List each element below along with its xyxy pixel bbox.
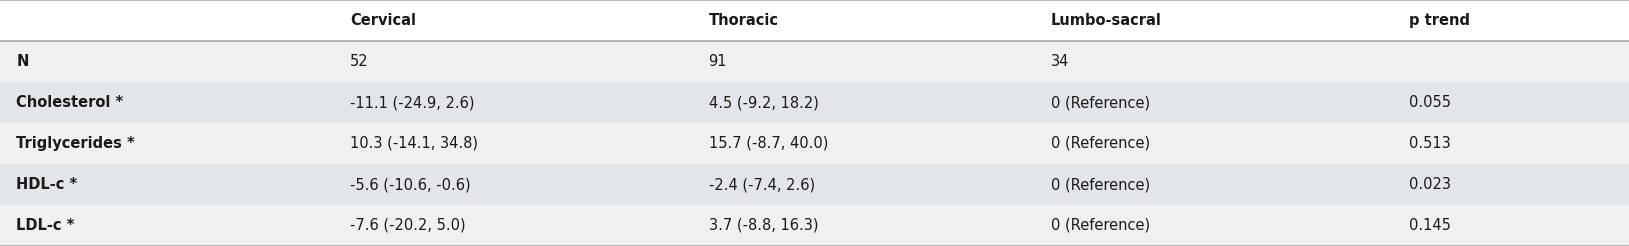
Text: Triglycerides *: Triglycerides *	[16, 136, 135, 151]
Bar	[0, 82, 1629, 123]
Bar	[0, 164, 1629, 205]
Text: 4.5 (-9.2, 18.2): 4.5 (-9.2, 18.2)	[709, 95, 818, 110]
Text: 0.145: 0.145	[1409, 218, 1451, 233]
Text: 0.055: 0.055	[1409, 95, 1451, 110]
Text: Cervical: Cervical	[350, 13, 417, 28]
Text: 15.7 (-8.7, 40.0): 15.7 (-8.7, 40.0)	[709, 136, 828, 151]
Text: Lumbo-sacral: Lumbo-sacral	[1051, 13, 1161, 28]
Text: Thoracic: Thoracic	[709, 13, 779, 28]
Bar	[0, 205, 1629, 246]
Text: -7.6 (-20.2, 5.0): -7.6 (-20.2, 5.0)	[350, 218, 466, 233]
Text: 91: 91	[709, 54, 727, 69]
Bar	[0, 123, 1629, 164]
Text: -2.4 (-7.4, 2.6): -2.4 (-7.4, 2.6)	[709, 177, 814, 192]
Text: -5.6 (-10.6, -0.6): -5.6 (-10.6, -0.6)	[350, 177, 471, 192]
Text: 52: 52	[350, 54, 368, 69]
Text: Cholesterol *: Cholesterol *	[16, 95, 124, 110]
Text: HDL-c *: HDL-c *	[16, 177, 78, 192]
Text: 10.3 (-14.1, 34.8): 10.3 (-14.1, 34.8)	[350, 136, 479, 151]
Bar	[0, 41, 1629, 82]
Text: 3.7 (-8.8, 16.3): 3.7 (-8.8, 16.3)	[709, 218, 818, 233]
Text: 0.023: 0.023	[1409, 177, 1451, 192]
Text: 0 (Reference): 0 (Reference)	[1051, 218, 1150, 233]
Text: LDL-c *: LDL-c *	[16, 218, 75, 233]
Text: 34: 34	[1051, 54, 1069, 69]
Text: -11.1 (-24.9, 2.6): -11.1 (-24.9, 2.6)	[350, 95, 474, 110]
Bar	[0, 0, 1629, 41]
Text: 0.513: 0.513	[1409, 136, 1451, 151]
Text: 0 (Reference): 0 (Reference)	[1051, 177, 1150, 192]
Text: 0 (Reference): 0 (Reference)	[1051, 95, 1150, 110]
Text: p trend: p trend	[1409, 13, 1469, 28]
Text: N: N	[16, 54, 29, 69]
Text: 0 (Reference): 0 (Reference)	[1051, 136, 1150, 151]
